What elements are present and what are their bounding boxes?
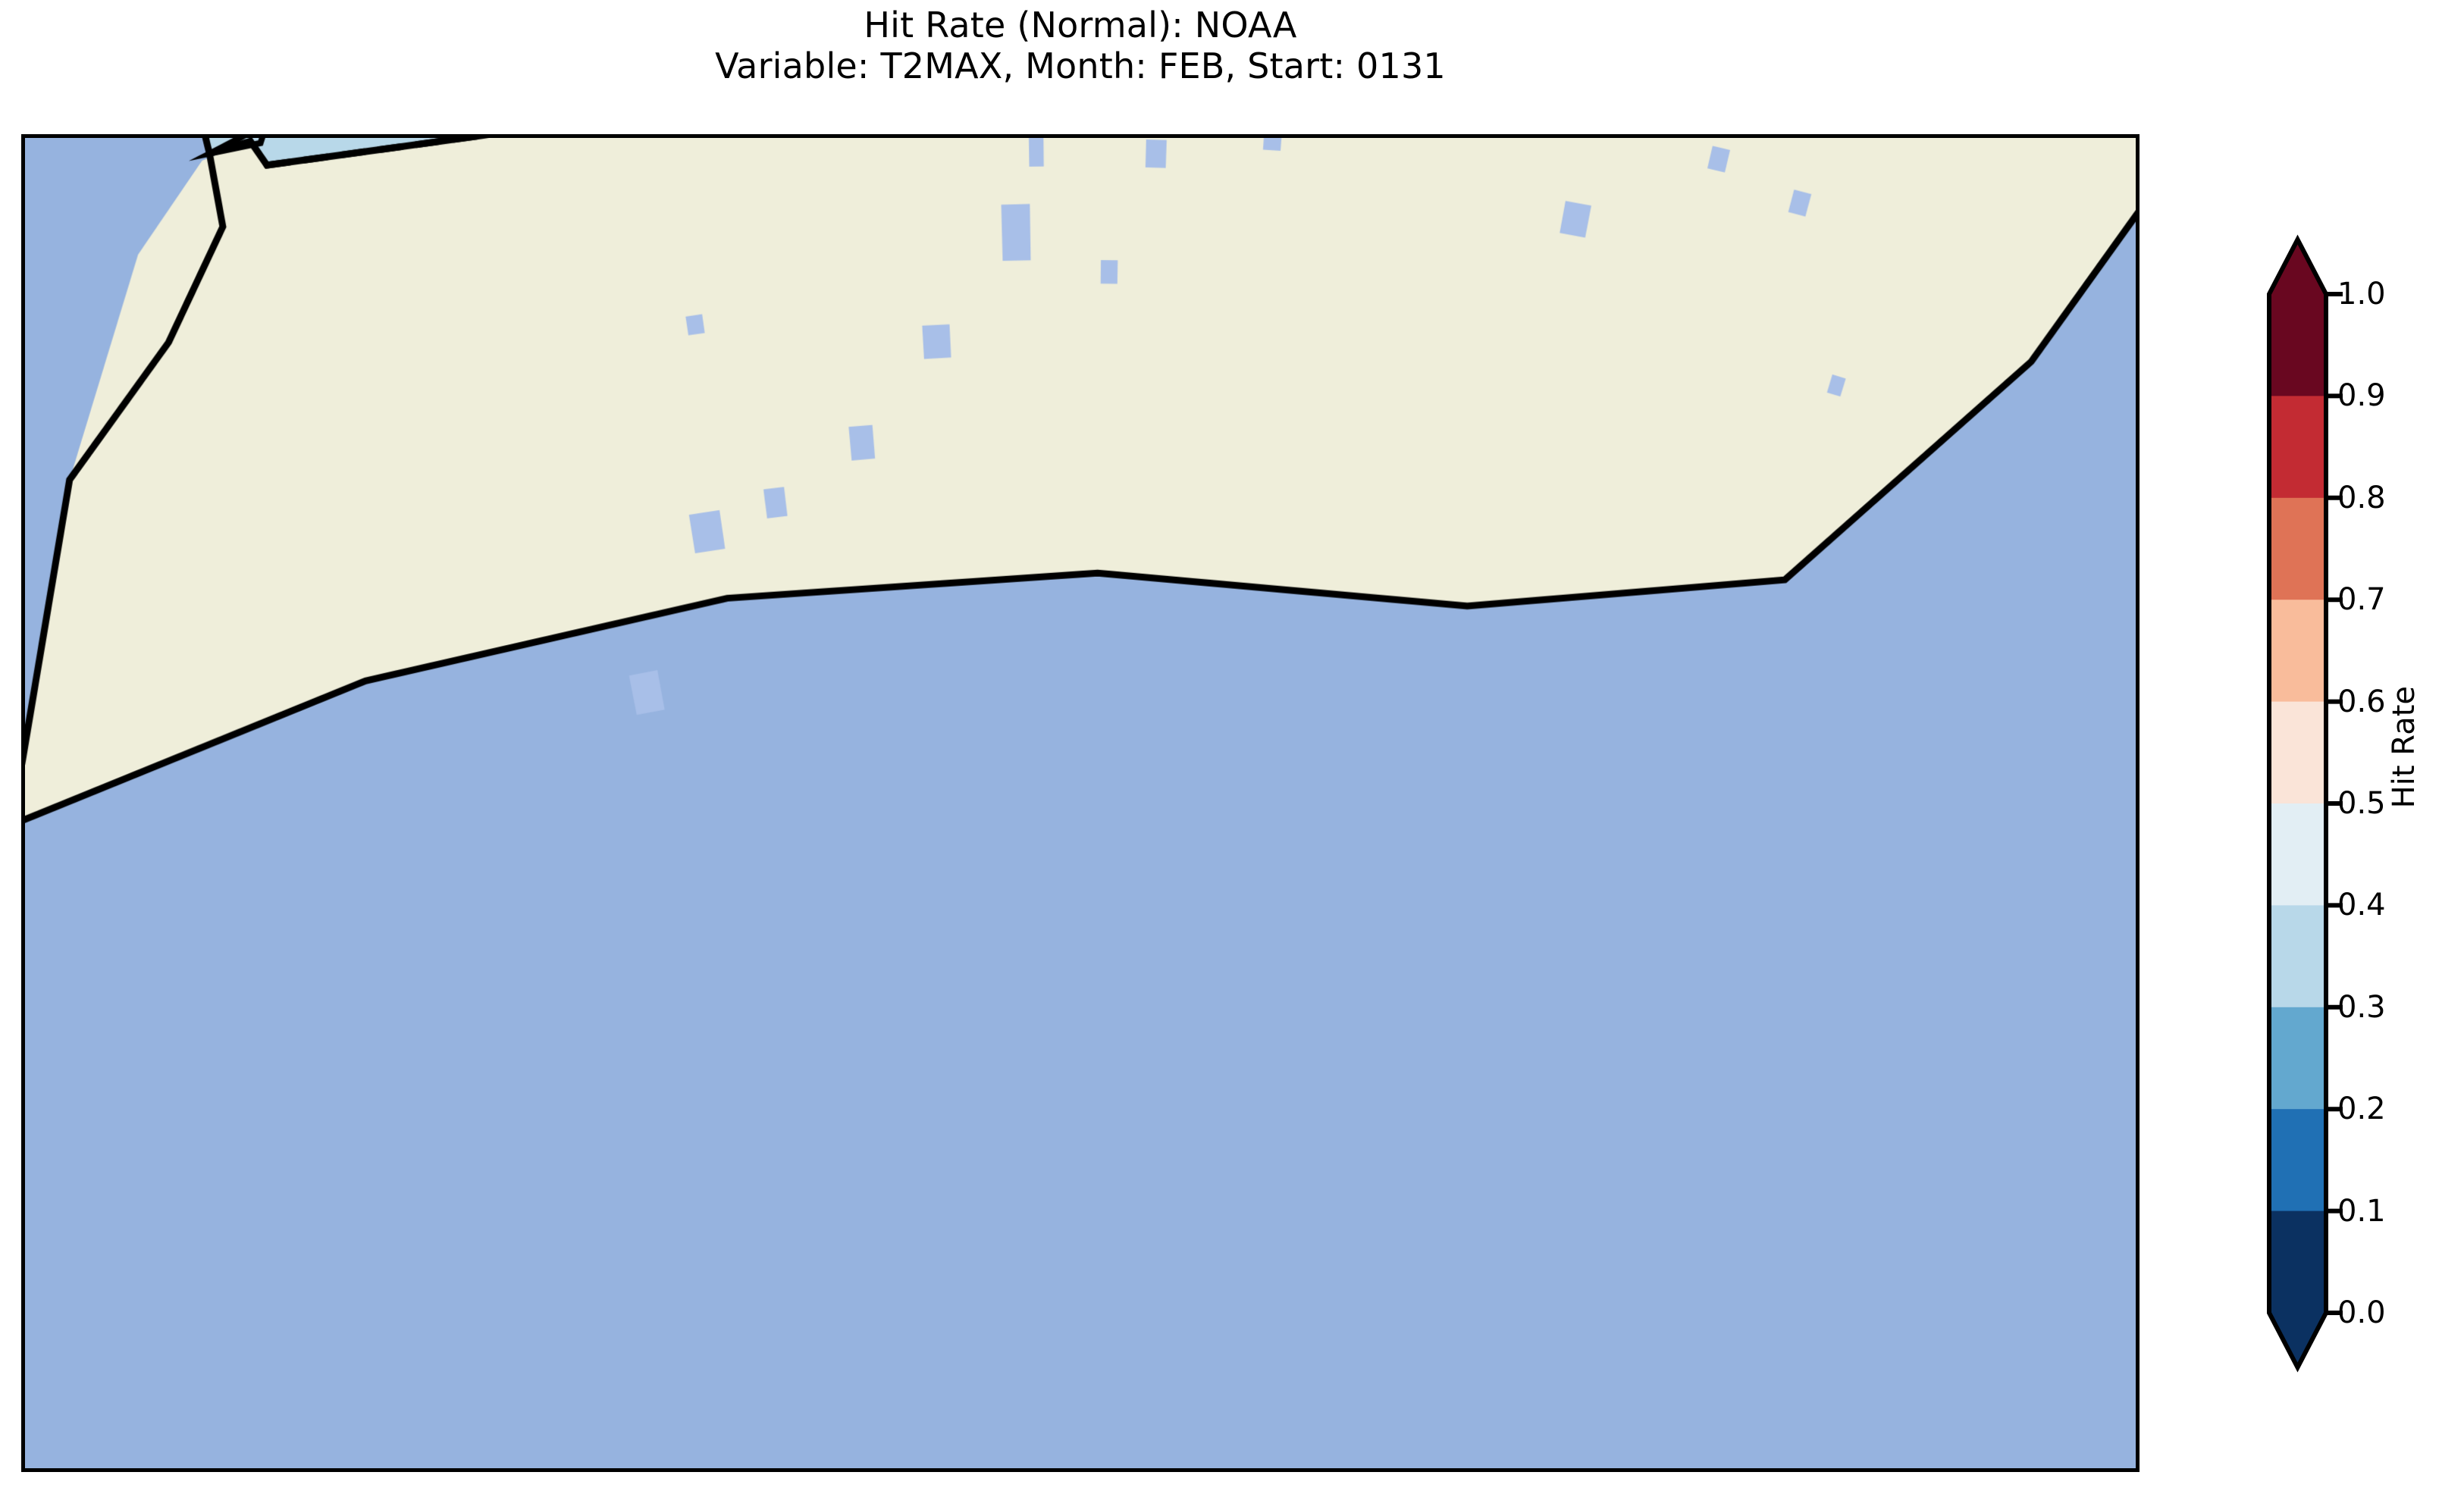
colorbar-bin [2269, 396, 2326, 499]
colorbar[interactable]: 1.0 0.9 0.8 0.7 0.6 0.5 0.4 0.3 0.2 0.1 0.0 [2267, 234, 2386, 1373]
colorbar-tick-label: 0.1 [2337, 1193, 2386, 1229]
title-line-1: Hit Rate (Normal): NOAA [864, 5, 1297, 45]
colorbar-tick-label: 0.2 [2337, 1092, 2386, 1127]
colorbar-bin [2269, 1109, 2326, 1212]
colorbar-bin [2269, 701, 2326, 804]
colorbar-axis-label-text: Hit Rate [2387, 685, 2422, 809]
colorbar-bin [2269, 1007, 2326, 1110]
colorbar-bin [2269, 803, 2326, 906]
colorbar-tick-labels: 1.0 0.9 0.8 0.7 0.6 0.5 0.4 0.3 0.2 0.1 0.0 [2337, 277, 2444, 1330]
colorbar-tick-label: 0.5 [2337, 786, 2386, 821]
colorbar-swatches [2267, 234, 2343, 1373]
colorbar-tick-label: 0.0 [2337, 1295, 2386, 1330]
colorbar-tick-label: 0.3 [2337, 989, 2386, 1025]
title-line-2: Variable: T2MAX, Month: FEB, Start: 0131 [715, 45, 1446, 87]
colorbar-tick-label: 0.9 [2337, 378, 2386, 414]
page-title: Hit Rate (Normal): NOAA Variable: T2MAX,… [0, 5, 2161, 87]
colorbar-tick-label: 0.4 [2337, 888, 2386, 923]
colorbar-extend-max-arrow [2269, 240, 2326, 294]
colorbar-bin [2269, 600, 2326, 703]
colorbar-tick-label: 0.7 [2337, 582, 2386, 618]
colorbar-bin [2269, 1211, 2326, 1314]
colorbar-extend-min-arrow [2269, 1313, 2326, 1367]
colorbar-bin [2269, 905, 2326, 1008]
hit-rate-map[interactable] [25, 138, 2136, 1468]
colorbar-tick-label: 0.8 [2337, 480, 2386, 515]
colorbar-bin [2269, 294, 2326, 396]
colorbar-bin [2269, 497, 2326, 600]
map-axes[interactable] [21, 134, 2140, 1472]
colorbar-tick-label: 0.6 [2337, 684, 2386, 719]
colorbar-axis-label: Hit Rate [2387, 0, 2422, 1494]
colorbar-tick-label: 1.0 [2337, 277, 2386, 312]
